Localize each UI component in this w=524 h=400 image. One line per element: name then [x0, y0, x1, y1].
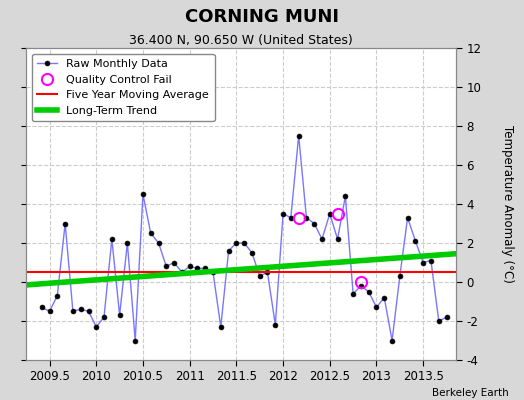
Raw Monthly Data	[311, 221, 318, 226]
Text: Berkeley Earth: Berkeley Earth	[432, 388, 508, 398]
Raw Monthly Data	[443, 315, 450, 320]
Raw Monthly Data	[366, 289, 372, 294]
Raw Monthly Data	[296, 133, 302, 138]
Line: Quality Control Fail: Quality Control Fail	[293, 208, 366, 288]
Title: 36.400 N, 90.650 W (United States): 36.400 N, 90.650 W (United States)	[129, 34, 353, 47]
Raw Monthly Data	[319, 237, 325, 242]
Raw Monthly Data	[156, 240, 162, 245]
Raw Monthly Data	[280, 211, 286, 216]
Quality Control Fail	[296, 215, 302, 220]
Text: CORNING MUNI: CORNING MUNI	[185, 8, 339, 26]
Raw Monthly Data	[132, 338, 138, 343]
Legend: Raw Monthly Data, Quality Control Fail, Five Year Moving Average, Long-Term Tren: Raw Monthly Data, Quality Control Fail, …	[32, 54, 214, 121]
Raw Monthly Data	[288, 215, 294, 220]
Raw Monthly Data	[39, 305, 45, 310]
Line: Raw Monthly Data: Raw Monthly Data	[39, 133, 449, 343]
Quality Control Fail	[334, 211, 341, 216]
Y-axis label: Temperature Anomaly (°C): Temperature Anomaly (°C)	[501, 125, 514, 283]
Quality Control Fail	[358, 280, 364, 284]
